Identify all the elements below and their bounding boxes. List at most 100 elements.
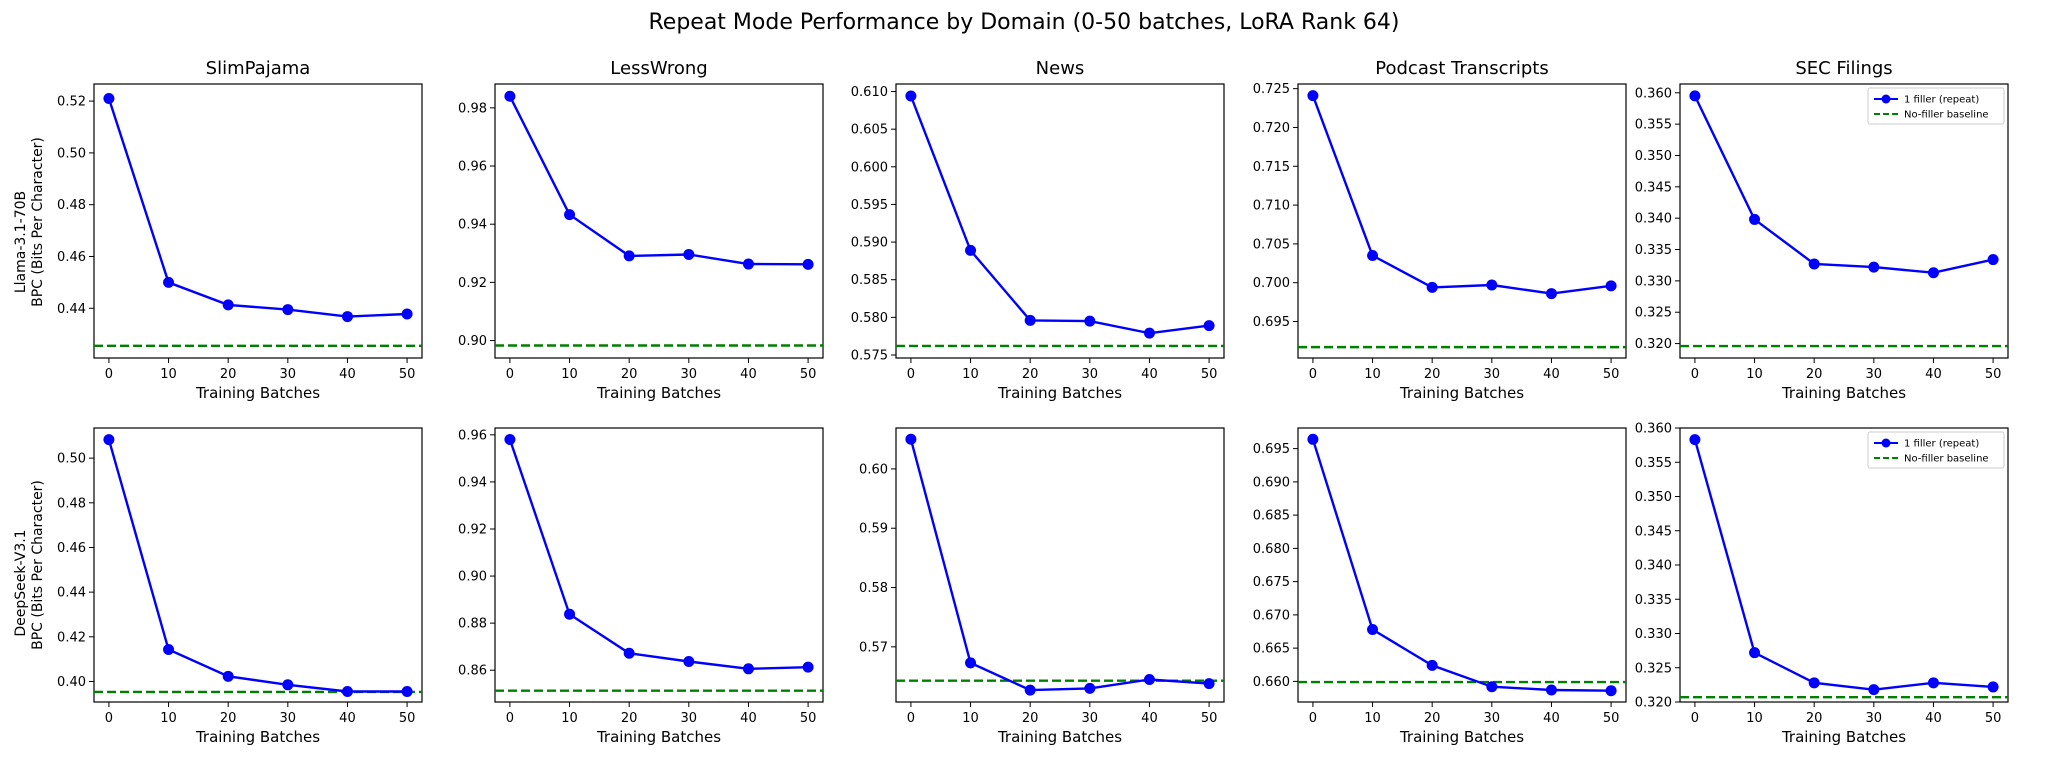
x-axis-label: Training Batches (997, 728, 1122, 746)
data-point (103, 93, 115, 105)
panel-4: Podcast Transcripts 0 10 20 30 40 50 Training B… (1253, 58, 1627, 402)
x-axis-label: Training Batches (1781, 384, 1906, 402)
x-tick-label: 50 (1201, 367, 1218, 382)
y-tick-label: 0.350 (1635, 490, 1672, 505)
y-tick-label: 0.88 (458, 617, 487, 632)
x-tick-label: 0 (1691, 711, 1699, 726)
data-point (1689, 434, 1701, 446)
data-point (1808, 258, 1820, 270)
y-tick-label: 0.325 (1635, 661, 1672, 676)
data-point (683, 248, 695, 260)
y-tick-label: 0.715 (1253, 160, 1290, 175)
x-tick-label: 0 (907, 711, 915, 726)
x-tick-label: 40 (1141, 367, 1158, 382)
x-tick-label: 10 (1746, 711, 1763, 726)
x-tick-label: 10 (160, 711, 177, 726)
x-tick-label: 20 (621, 367, 638, 382)
panel-title: Podcast Transcripts (1375, 58, 1548, 79)
axes-frame (895, 427, 1225, 703)
x-tick-label: 20 (1424, 367, 1441, 382)
data-point (1749, 213, 1761, 225)
legend: 1 filler (repeat) No-filler baseline (1867, 87, 2005, 125)
x-tick-label: 10 (1364, 367, 1381, 382)
x-tick-label: 50 (1201, 711, 1218, 726)
y-tick-label: 0.575 (851, 348, 888, 363)
data-point (965, 657, 977, 669)
data-point (1024, 314, 1036, 326)
x-axis-label: Training Batches (596, 384, 721, 402)
data-point (1987, 681, 1999, 693)
y-tick-label: 0.360 (1635, 422, 1672, 437)
y-tick-label: 0.340 (1635, 559, 1672, 574)
y-tick-label: 0.58 (859, 581, 888, 596)
legend-series-label: 1 filler (repeat) (1904, 439, 1979, 450)
x-tick-label: 50 (1985, 711, 2002, 726)
data-point (341, 311, 353, 323)
y-tick-label: 0.98 (458, 101, 487, 116)
x-tick-label: 30 (1484, 367, 1501, 382)
x-tick-label: 0 (506, 367, 514, 382)
y-tick-label: 0.685 (1253, 509, 1290, 524)
x-tick-label: 20 (1424, 711, 1441, 726)
x-tick-label: 10 (1746, 367, 1763, 382)
data-point (1605, 685, 1617, 697)
x-axis-label: Training Batches (1399, 384, 1524, 402)
x-axis-label: Training Batches (195, 728, 320, 746)
y-tick-label: 0.355 (1635, 118, 1672, 133)
data-point (1307, 90, 1319, 102)
data-point (1605, 280, 1617, 292)
data-point (1545, 288, 1557, 300)
y-tick-label: 0.595 (851, 198, 888, 213)
x-tick-label: 40 (1543, 711, 1560, 726)
y-tick-label: 0.96 (458, 428, 487, 443)
axes-frame (895, 83, 1225, 359)
data-point (1024, 684, 1036, 696)
panel-6: 0 10 20 30 40 50 Training Batches 0.40 0.42 0.44 0… (57, 427, 423, 746)
series-line (508, 95, 809, 266)
axes-frame (1297, 83, 1627, 359)
data-point (683, 656, 695, 668)
x-tick-label: 40 (1141, 711, 1158, 726)
x-axis-label: Training Batches (1781, 728, 1906, 746)
x-axis-label: Training Batches (1399, 728, 1524, 746)
x-tick-label: 20 (220, 711, 237, 726)
x-tick-label: 0 (506, 711, 514, 726)
x-tick-label: 30 (1082, 367, 1099, 382)
data-point (1426, 659, 1438, 671)
axes-frame (1679, 83, 2009, 359)
data-point (802, 258, 814, 270)
y-tick-label: 0.48 (57, 496, 86, 511)
data-point (341, 686, 353, 698)
x-tick-label: 50 (800, 711, 817, 726)
data-point (1143, 327, 1155, 339)
y-tick-label: 0.59 (859, 522, 888, 537)
y-tick-label: 0.44 (57, 302, 86, 317)
x-tick-label: 20 (1806, 711, 1823, 726)
data-point (802, 661, 814, 673)
row-2-ylabel-metric: BPC (Bits Per Character) (30, 480, 46, 650)
data-point (1084, 315, 1096, 327)
y-tick-label: 0.585 (851, 273, 888, 288)
panel-3: News 0 10 20 30 40 50 Training Batches 0.575 0.58… (851, 58, 1225, 402)
x-tick-label: 50 (399, 367, 416, 382)
y-tick-label: 0.725 (1253, 82, 1290, 97)
y-tick-label: 0.345 (1635, 180, 1672, 195)
series-line (909, 438, 1210, 692)
x-tick-label: 50 (1985, 367, 2002, 382)
data-point (1143, 673, 1155, 685)
x-axis-label: Training Batches (997, 384, 1122, 402)
row-1-ylabel-model: Llama-3.1-70B (13, 191, 29, 293)
y-tick-label: 0.335 (1635, 243, 1672, 258)
data-point (504, 434, 516, 446)
figure-title: Repeat Mode Performance by Domain (0-50 … (648, 10, 1399, 35)
y-tick-label: 0.355 (1635, 456, 1672, 471)
data-point (1749, 647, 1761, 659)
x-tick-label: 30 (1866, 711, 1883, 726)
x-tick-label: 30 (280, 711, 297, 726)
y-tick-label: 0.92 (458, 276, 487, 291)
y-tick-label: 0.690 (1253, 475, 1290, 490)
x-tick-label: 10 (962, 367, 979, 382)
y-tick-label: 0.50 (57, 146, 86, 161)
data-point (1203, 678, 1215, 690)
x-tick-label: 10 (160, 367, 177, 382)
